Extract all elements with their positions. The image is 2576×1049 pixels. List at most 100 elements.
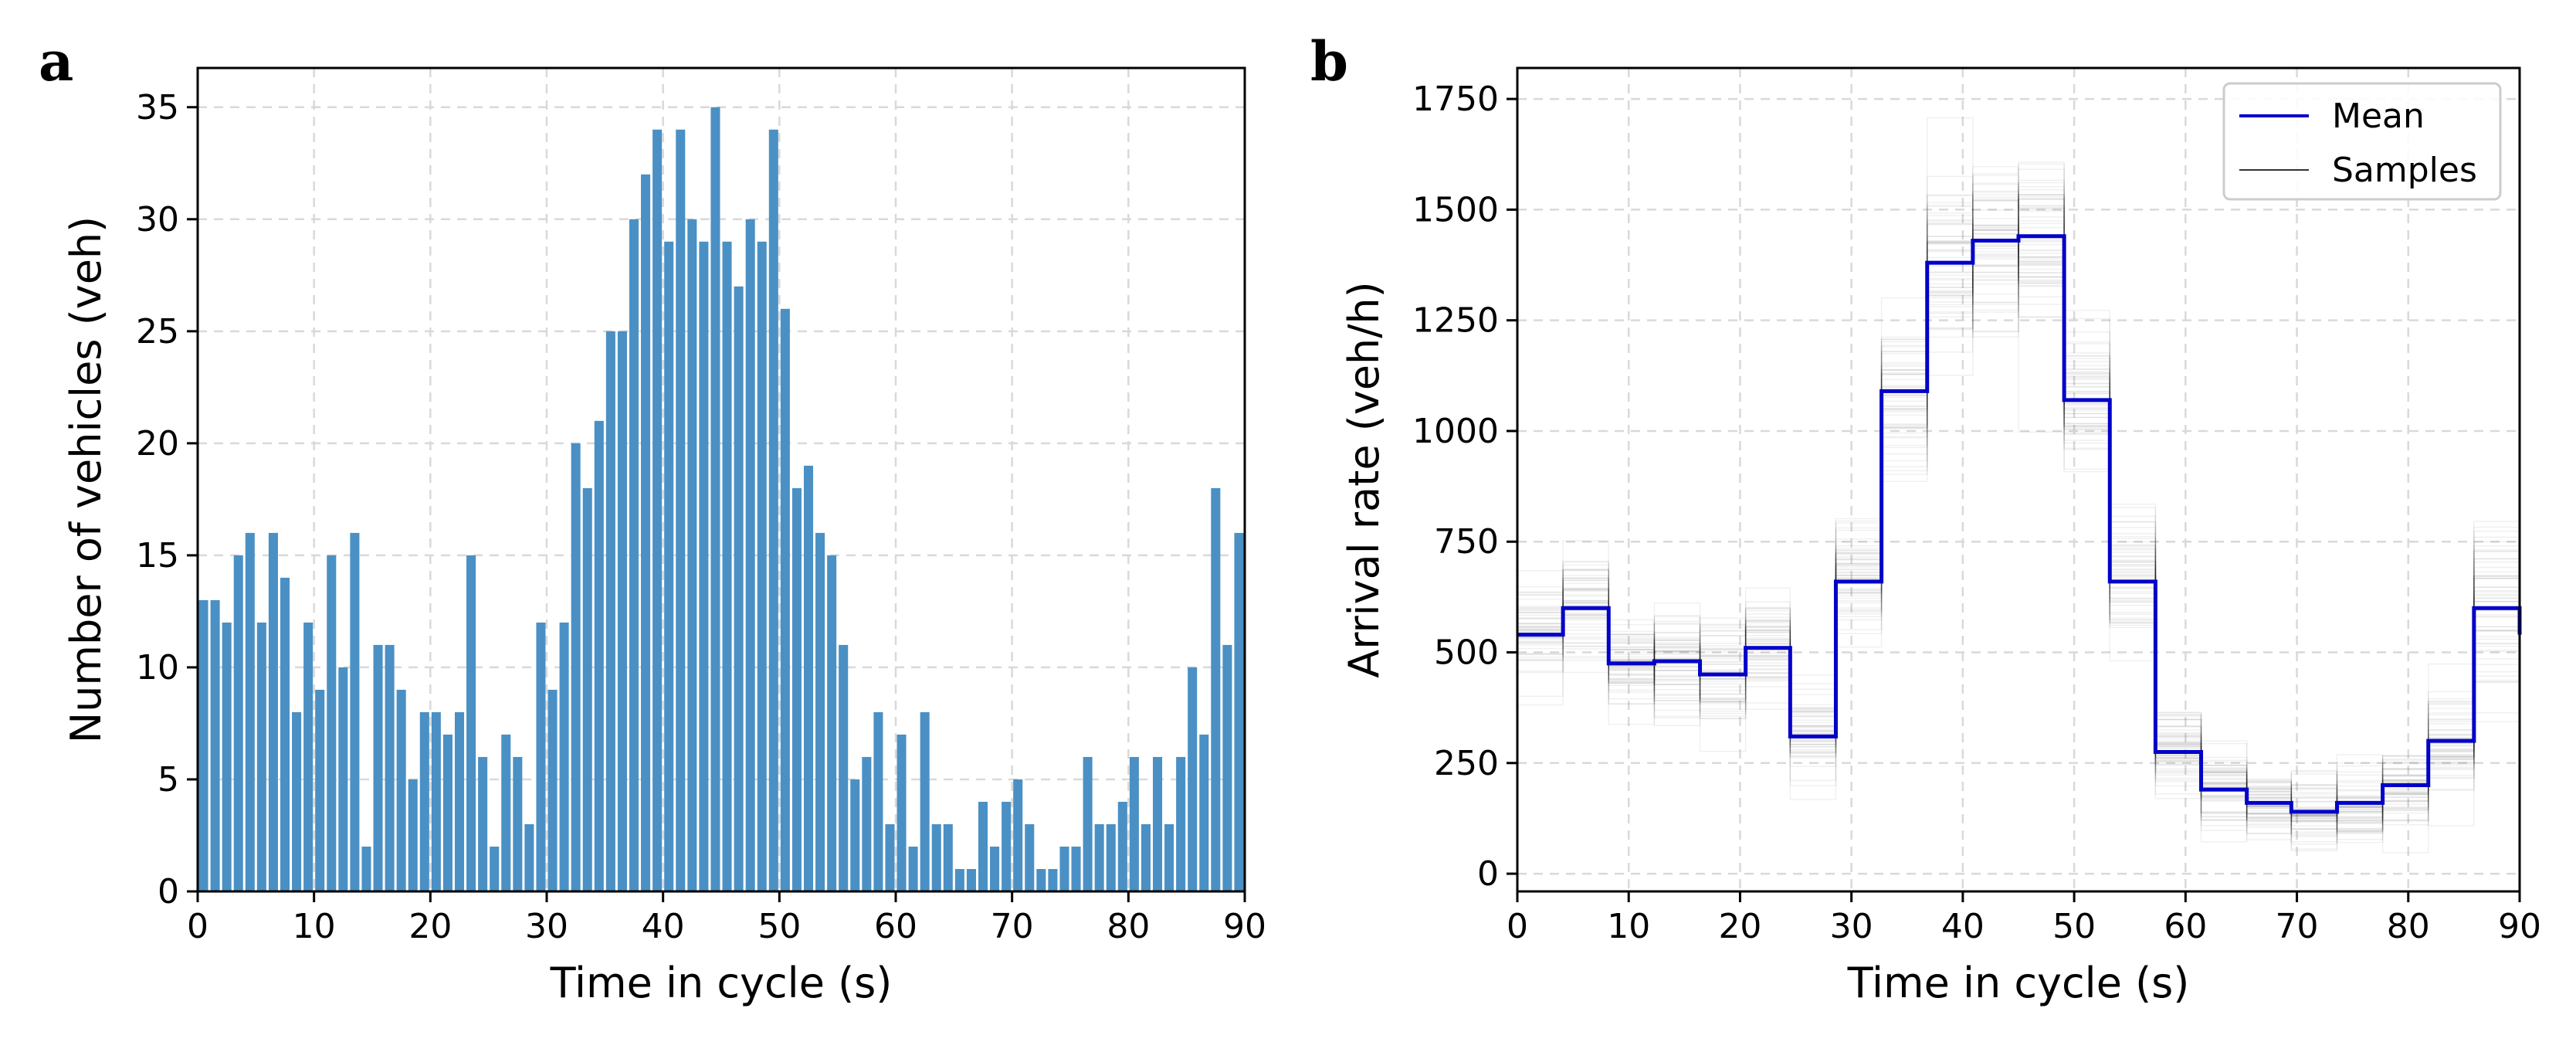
bar xyxy=(536,622,546,891)
sample-line xyxy=(1517,188,2520,816)
sample-line xyxy=(1517,168,2520,831)
bar xyxy=(513,756,523,891)
panel-a-frame xyxy=(196,66,1246,893)
b-x-tick-label: 90 xyxy=(2498,907,2541,946)
sample-line xyxy=(1517,195,2520,845)
bar xyxy=(862,756,872,891)
a-x-tick-label: 10 xyxy=(293,907,336,946)
bar xyxy=(1199,734,1209,891)
bar xyxy=(1222,644,1232,891)
bar xyxy=(571,443,581,891)
bar xyxy=(1083,756,1093,891)
sample-line xyxy=(1517,277,2520,823)
bar xyxy=(699,241,709,891)
bar xyxy=(361,846,371,891)
bar xyxy=(245,532,255,891)
bar xyxy=(292,711,302,891)
bar xyxy=(710,107,720,891)
panel-b-x-ticks: 0 10 20 30 40 50 60 70 80 90 xyxy=(1507,891,2541,946)
panel-a-x-ticks: 0 10 20 30 40 50 60 70 80 90 xyxy=(187,891,1266,946)
b-x-tick-label: 10 xyxy=(1607,907,1650,946)
panel-b-samples-series xyxy=(1517,117,2520,854)
b-y-tick-label: 1000 xyxy=(1412,412,1499,451)
b-x-tick-label: 80 xyxy=(2387,907,2430,946)
bar xyxy=(454,711,465,891)
b-y-tick-label: 1500 xyxy=(1412,190,1499,229)
b-x-tick-label: 0 xyxy=(1507,907,1528,946)
bar xyxy=(256,622,266,891)
bar xyxy=(490,846,500,891)
bar xyxy=(210,599,220,891)
bar xyxy=(431,711,441,891)
bar xyxy=(1176,756,1186,891)
sample-line xyxy=(1517,264,2520,840)
bar xyxy=(594,420,604,891)
sample-line xyxy=(1517,243,2520,830)
bar xyxy=(885,823,895,891)
sample-line xyxy=(1517,271,2520,813)
sample-line xyxy=(1517,161,2520,834)
b-x-tick-label: 70 xyxy=(2276,907,2319,946)
bar xyxy=(419,711,429,891)
b-y-tick-label: 750 xyxy=(1434,522,1499,562)
bar xyxy=(350,532,360,891)
sample-line xyxy=(1517,175,2520,834)
bar xyxy=(1059,846,1069,891)
a-y-tick-label: 15 xyxy=(136,536,179,575)
bar xyxy=(745,219,755,892)
panel-a-x-axis-label: Time in cycle (s) xyxy=(550,959,893,1007)
bar xyxy=(1117,801,1127,891)
bar xyxy=(408,779,418,891)
bar xyxy=(524,823,534,891)
bar xyxy=(1141,823,1151,891)
bar xyxy=(873,711,883,891)
bar xyxy=(327,555,337,891)
bar xyxy=(978,801,988,891)
legend-samples-label: Samples xyxy=(2332,151,2477,190)
sample-line xyxy=(1517,239,2520,822)
bar xyxy=(268,532,278,891)
panel-a-letter: a xyxy=(39,29,73,93)
panel-b-frame xyxy=(1516,66,2521,893)
bar xyxy=(954,868,964,891)
bar xyxy=(396,689,406,891)
sample-line xyxy=(1517,236,2520,820)
bar xyxy=(559,622,569,891)
bar xyxy=(605,331,615,891)
sample-line xyxy=(1517,255,2520,828)
bar xyxy=(780,308,790,891)
bar xyxy=(664,241,674,891)
bar xyxy=(943,823,953,891)
b-y-tick-label: 500 xyxy=(1434,633,1499,673)
a-x-tick-label: 20 xyxy=(408,907,452,946)
b-x-tick-label: 50 xyxy=(2052,907,2096,946)
bar xyxy=(501,734,511,891)
bar xyxy=(442,734,452,891)
sample-line xyxy=(1517,210,2520,823)
b-x-tick-label: 40 xyxy=(1941,907,1985,946)
a-y-tick-label: 5 xyxy=(158,760,179,799)
bar xyxy=(791,487,802,891)
bar xyxy=(990,846,1000,891)
a-x-tick-label: 30 xyxy=(525,907,568,946)
bar xyxy=(920,711,930,891)
bar xyxy=(803,465,814,891)
bar xyxy=(687,219,697,892)
panel-b-y-ticks: 0 250 500 750 1000 1250 1500 1750 xyxy=(1412,80,1517,894)
a-y-tick-label: 0 xyxy=(158,872,179,912)
sample-line xyxy=(1517,199,2520,820)
bar xyxy=(1234,532,1244,891)
bar xyxy=(676,129,686,892)
bar xyxy=(466,555,476,891)
bar xyxy=(1002,801,1012,891)
bar xyxy=(827,555,837,891)
a-x-tick-label: 40 xyxy=(642,907,685,946)
bar xyxy=(547,689,558,891)
bar xyxy=(757,241,767,891)
bar xyxy=(1211,487,1221,891)
bar xyxy=(385,644,395,891)
sample-line xyxy=(1517,215,2520,832)
bar xyxy=(722,241,732,891)
bar xyxy=(1106,823,1116,891)
